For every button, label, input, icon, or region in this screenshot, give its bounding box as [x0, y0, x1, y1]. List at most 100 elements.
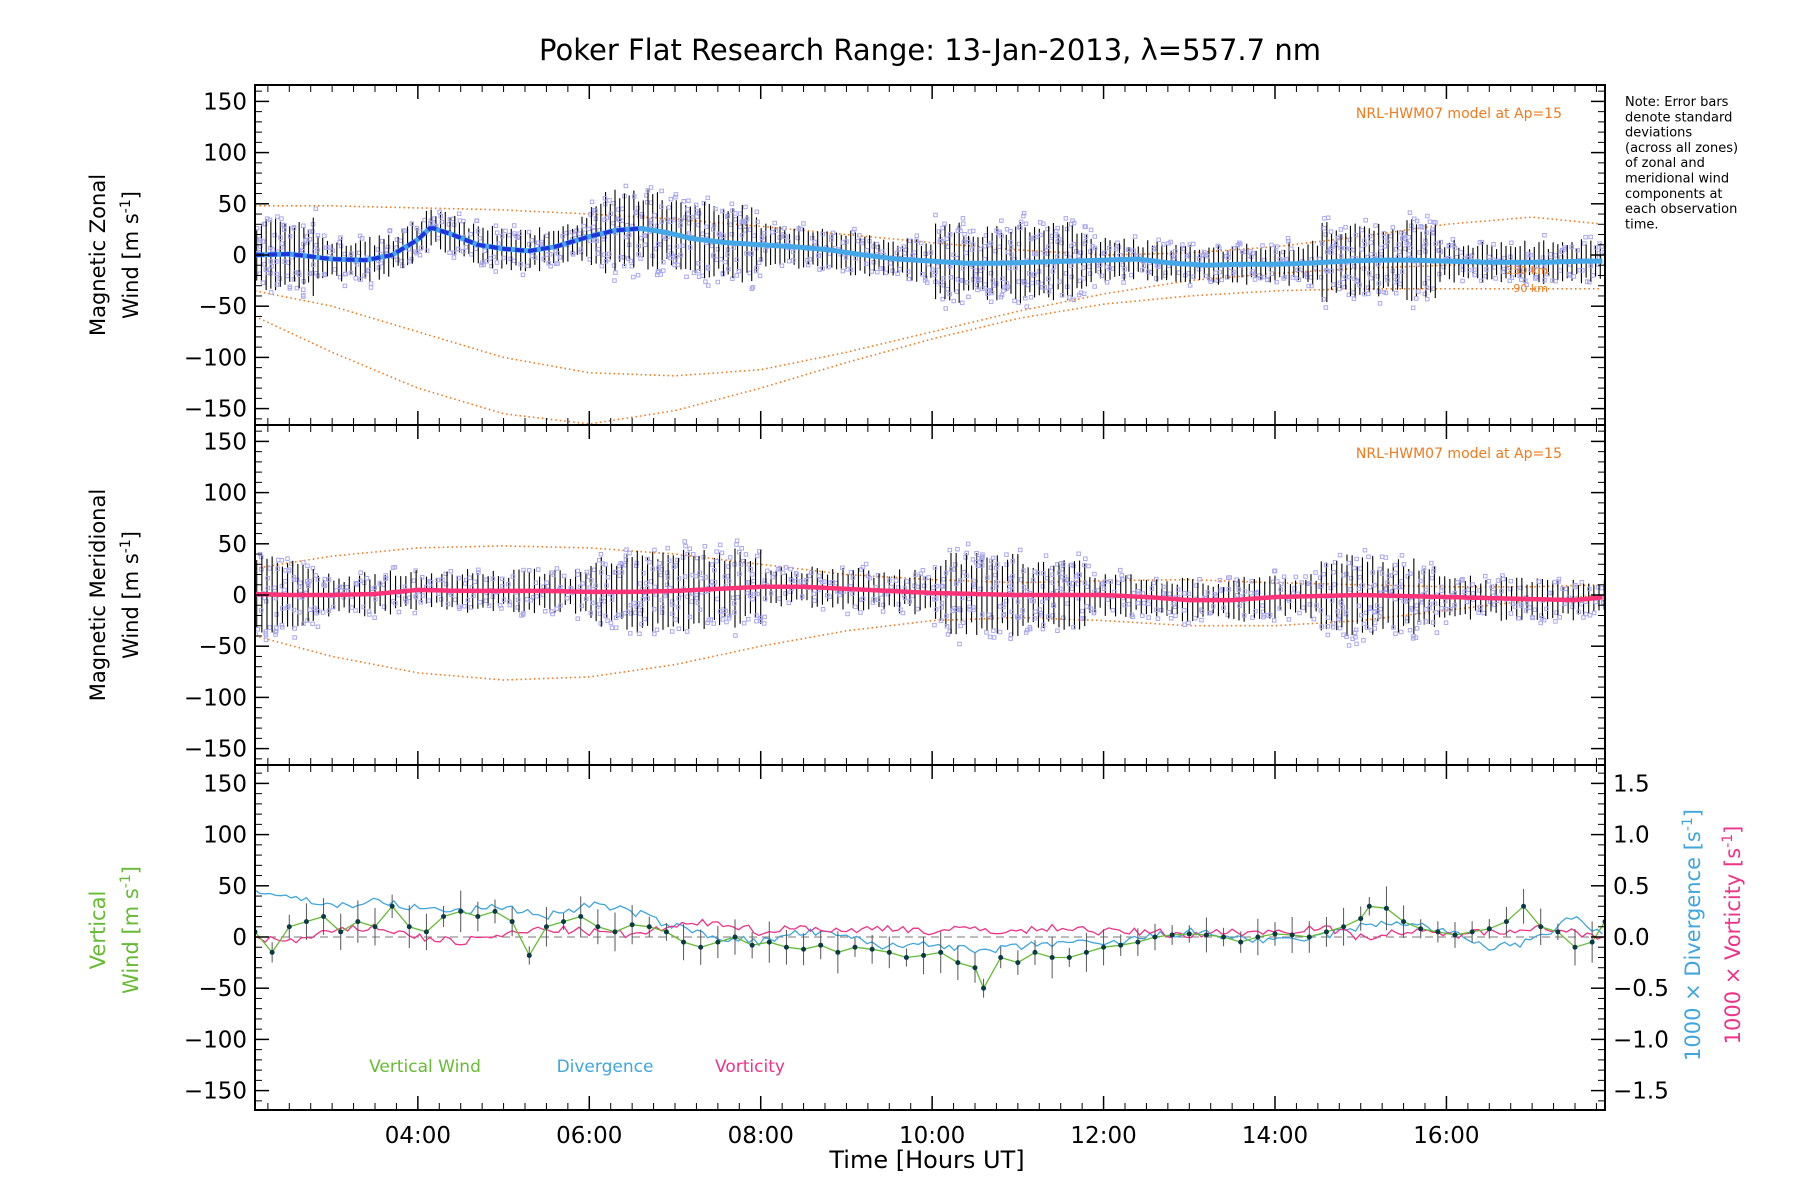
scatter-point — [1001, 604, 1006, 610]
vertical-wind-point — [475, 914, 481, 920]
scatter-point — [1550, 278, 1555, 283]
scatter-point — [588, 212, 593, 217]
scatter-point — [943, 570, 949, 576]
scatter-point — [518, 261, 523, 267]
scatter-point — [720, 208, 725, 214]
scatter-point — [954, 289, 960, 294]
scatter-point — [602, 196, 608, 201]
scatter-point — [1071, 563, 1076, 569]
scatter-point — [620, 206, 625, 212]
scatter-point — [572, 232, 577, 237]
scatter-point — [1404, 240, 1409, 245]
vertical-wind-point — [783, 944, 789, 950]
scatter-point — [414, 225, 419, 231]
scatter-point — [1534, 274, 1539, 280]
scatter-point — [1381, 231, 1387, 236]
scatter-point — [754, 618, 759, 624]
scatter-point — [783, 565, 789, 570]
scatter-point — [1407, 210, 1413, 215]
scatter-point — [1481, 610, 1486, 616]
scatter-point — [1250, 250, 1256, 256]
vertical-wind-point — [1323, 929, 1329, 935]
scatter-point — [762, 230, 767, 236]
scatter-point — [748, 566, 753, 572]
scatter-point — [965, 280, 970, 285]
scatter-point — [1118, 567, 1123, 573]
scatter-point — [666, 558, 672, 563]
scatter-point — [1377, 566, 1383, 572]
scatter-point — [593, 208, 598, 214]
scatter-point — [748, 593, 753, 599]
scatter-point — [738, 562, 744, 567]
y-tick-label: 150 — [203, 771, 247, 797]
scatter-point — [577, 584, 583, 589]
scatter-point — [958, 623, 963, 629]
scatter-point — [709, 562, 715, 567]
scatter-point — [725, 573, 730, 579]
scatter-point — [354, 262, 360, 267]
scatter-point — [659, 610, 665, 615]
scatter-point — [1337, 286, 1342, 292]
scatter-point — [1352, 264, 1357, 269]
scatter-point — [894, 578, 899, 583]
scatter-point — [1350, 636, 1355, 642]
scatter-point — [762, 614, 767, 620]
scatter-point — [482, 248, 487, 254]
scatter-point — [971, 605, 976, 610]
scatter-point — [1005, 249, 1011, 255]
scatter-point — [581, 223, 587, 229]
scatter-point — [1460, 278, 1465, 284]
scatter-point — [1373, 620, 1378, 626]
scatter-point — [577, 231, 582, 236]
scatter-point — [1049, 565, 1055, 571]
scatter-point — [1493, 276, 1498, 281]
scatter-point — [477, 236, 482, 241]
scatter-point — [1542, 265, 1547, 270]
scatter-point — [1464, 599, 1470, 605]
scatter-point — [1046, 614, 1051, 619]
vertical-wind-point — [1272, 931, 1278, 937]
scatter-point — [638, 581, 643, 586]
scatter-point — [1069, 263, 1074, 268]
scatter-point — [1225, 612, 1230, 618]
scatter-point — [308, 607, 313, 612]
scatter-point — [1297, 610, 1302, 616]
scatter-point — [743, 204, 748, 210]
scatter-point — [490, 576, 496, 582]
scatter-point — [755, 219, 760, 225]
scatter-point — [960, 300, 965, 306]
scatter-point — [746, 617, 751, 622]
scatter-point — [1356, 603, 1361, 609]
vertical-wind-point — [338, 929, 344, 935]
scatter-point — [1023, 630, 1029, 635]
scatter-point — [765, 568, 770, 574]
scatter-point — [1250, 269, 1255, 274]
scatter-point — [1168, 616, 1174, 621]
scatter-point — [1087, 271, 1093, 276]
scatter-point — [878, 592, 884, 597]
scatter-point — [438, 597, 444, 602]
scatter-point — [641, 571, 646, 576]
scatter-point — [1370, 570, 1375, 575]
scatter-point — [1607, 236, 1611, 240]
scatter-point — [1454, 255, 1459, 260]
scatter-point — [1161, 242, 1166, 247]
vertical-wind-point — [1435, 929, 1441, 935]
scatter-point — [511, 223, 517, 228]
scatter-point — [696, 261, 701, 266]
scatter-point — [1033, 234, 1038, 240]
vertical-wind-point — [1306, 934, 1312, 940]
scatter-point — [1081, 291, 1087, 296]
scatter-point — [334, 588, 339, 593]
scatter-point — [1330, 621, 1336, 626]
scatter-point — [1046, 276, 1051, 282]
scatter-point — [1187, 283, 1193, 288]
scatter-point — [922, 583, 927, 589]
scatter-point — [652, 547, 657, 553]
scatter-point — [1081, 276, 1086, 281]
scatter-point — [965, 237, 971, 242]
scatter-point — [342, 283, 348, 289]
scatter-point — [678, 217, 683, 223]
scatter-point — [1557, 615, 1562, 620]
scatter-point — [695, 600, 701, 606]
